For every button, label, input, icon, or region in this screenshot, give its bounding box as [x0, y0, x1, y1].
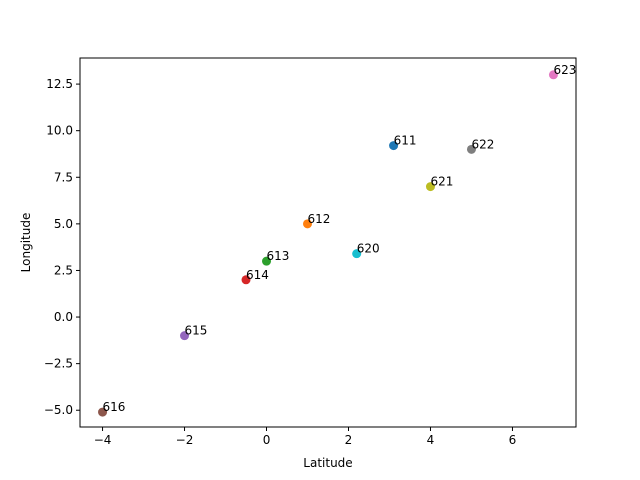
data-point-623: [548, 70, 558, 80]
point-label-615: 615: [185, 324, 208, 338]
point-label-611: 611: [394, 134, 417, 148]
x-tick-label: 4: [427, 433, 435, 447]
y-axis: −5.0 −2.5 0.0 2.5 5.0 7.5 10.0 12.5: [44, 77, 80, 417]
x-axis-label: Latitude: [303, 456, 352, 470]
point-label-613: 613: [267, 249, 290, 263]
point-label-614: 614: [246, 268, 269, 282]
y-tick-label: −5.0: [44, 403, 73, 417]
y-tick-label: 7.5: [54, 170, 73, 184]
y-tick-label: 2.5: [54, 263, 73, 277]
y-tick-label: 12.5: [46, 77, 73, 91]
data-point-615: [180, 331, 190, 341]
x-tick-label: 6: [509, 433, 517, 447]
point-label-616: 616: [103, 400, 126, 414]
x-tick-label: 0: [263, 433, 271, 447]
data-point-620: [352, 249, 362, 259]
y-tick-label: 5.0: [54, 217, 73, 231]
x-axis: −4 −2 0 2 4 6: [94, 427, 517, 447]
x-tick-label: −4: [94, 433, 112, 447]
plot-area: 611 612 613 614 615 616 623 622 621 620: [98, 63, 576, 417]
point-label-622: 622: [471, 137, 494, 151]
y-tick-label: −2.5: [44, 357, 73, 371]
data-point-616: [98, 407, 108, 417]
x-tick-label: −2: [176, 433, 194, 447]
y-tick-label: 10.0: [46, 124, 73, 138]
point-label-620: 620: [357, 242, 380, 256]
point-label-621: 621: [430, 175, 453, 189]
x-tick-label: 2: [345, 433, 353, 447]
axes-frame: [79, 57, 577, 428]
data-point-611: [389, 141, 399, 151]
data-point-613: [262, 256, 272, 266]
point-label-612: 612: [308, 212, 331, 226]
data-point-621: [425, 182, 435, 192]
point-label-623: 623: [553, 63, 576, 77]
y-tick-label: 0.0: [54, 310, 73, 324]
y-axis-label: Longitude: [19, 213, 33, 273]
data-point-614: [241, 275, 251, 285]
data-point-612: [303, 219, 313, 229]
data-point-622: [466, 144, 476, 154]
